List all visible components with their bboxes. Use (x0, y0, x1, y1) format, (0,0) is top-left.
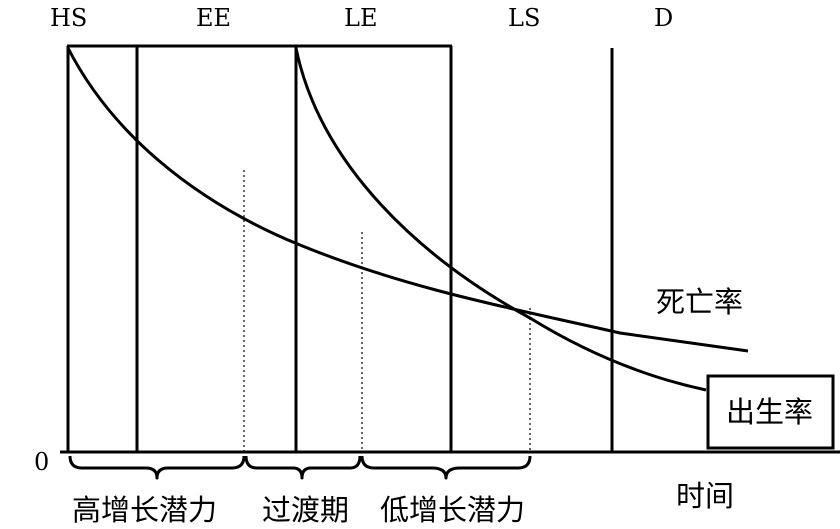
death-rate-curve (66, 47, 749, 353)
phase-label-high-growth: 高增长潜力 (72, 493, 217, 527)
stage-label-d: D (654, 4, 673, 32)
brace-high-growth (68, 455, 246, 480)
phase-braces (68, 455, 532, 480)
stage-label-le: LE (344, 4, 377, 32)
x-axis-label: 时间 (676, 479, 734, 513)
birth-rate-curve (294, 47, 707, 392)
brace-transition (244, 455, 362, 480)
phase-label-low-growth: 低增长潜力 (380, 493, 525, 527)
birth-rate-label: 出生率 (726, 395, 813, 429)
brace-low-growth (360, 455, 532, 480)
birth-rate-label-box (706, 374, 835, 450)
death-rate-label: 死亡率 (656, 285, 743, 319)
stage-frame (60, 44, 840, 454)
stage-label-ee: EE (196, 4, 231, 32)
origin-label: 0 (34, 448, 49, 476)
stage-label-hs: HS (50, 4, 87, 32)
stage-label-ls: LS (508, 4, 540, 32)
phase-label-transition: 过渡期 (262, 493, 349, 527)
